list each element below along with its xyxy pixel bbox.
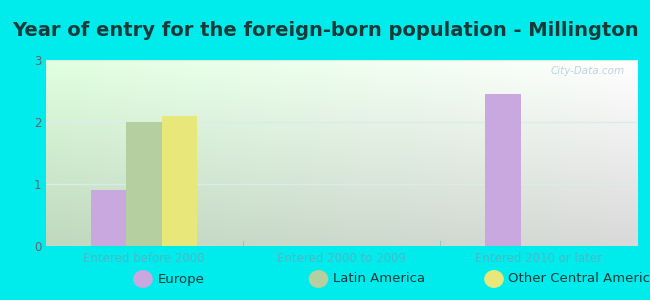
Bar bbox=[162, 116, 198, 246]
Bar bbox=[126, 122, 162, 246]
Bar bbox=[91, 190, 126, 246]
Text: Other Central America: Other Central America bbox=[508, 272, 650, 286]
Text: Latin America: Latin America bbox=[333, 272, 425, 286]
Text: Year of entry for the foreign-born population - Millington: Year of entry for the foreign-born popul… bbox=[12, 21, 638, 40]
Bar bbox=[485, 94, 521, 246]
Text: Europe: Europe bbox=[157, 272, 204, 286]
Text: City-Data.com: City-Data.com bbox=[551, 66, 625, 76]
